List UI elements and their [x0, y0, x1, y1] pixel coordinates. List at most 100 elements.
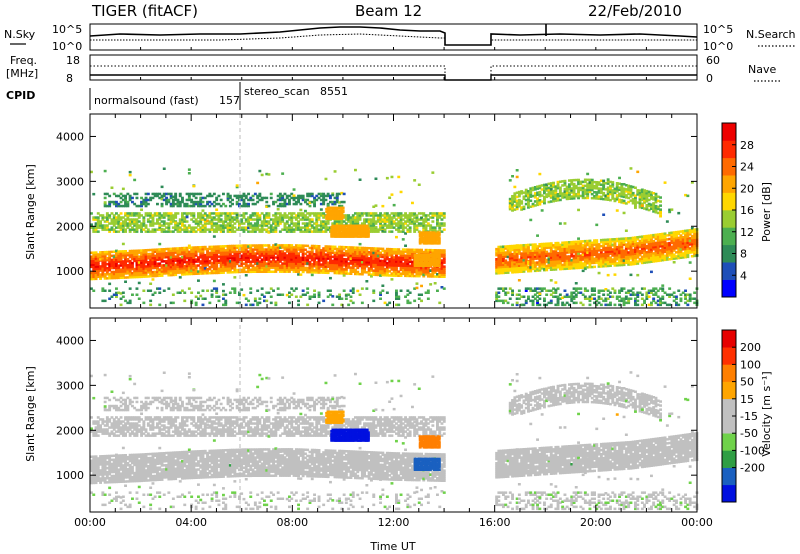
power-cell [374, 273, 378, 277]
power-cell [586, 178, 590, 182]
power-cell [263, 260, 266, 263]
power-cell [283, 262, 287, 265]
power-cell [322, 269, 326, 272]
power-cell [215, 295, 219, 298]
power-cell [545, 258, 549, 262]
power-cell [126, 260, 130, 263]
power-cell [269, 192, 273, 196]
power-cell [606, 248, 610, 251]
power-cell [240, 268, 244, 272]
power-cell [146, 261, 150, 264]
power-cell [115, 226, 118, 229]
power-cell [338, 204, 341, 208]
power-cell [267, 231, 271, 234]
power-cell [424, 216, 428, 219]
power-cell [144, 255, 148, 258]
power-cell [235, 254, 239, 258]
power-cell [579, 180, 583, 184]
power-cell [590, 293, 594, 296]
power-cell [508, 269, 512, 272]
power-cell [554, 248, 558, 251]
power-cell [367, 251, 371, 254]
power-cell [224, 255, 228, 258]
power-cell [103, 226, 107, 229]
power-cell [121, 220, 125, 223]
power-cell [160, 268, 164, 271]
power-cell [115, 293, 118, 296]
power-cell [290, 192, 294, 196]
power-cell [267, 250, 271, 253]
power-cell [372, 299, 376, 303]
power-cell [233, 289, 237, 292]
power-cell [194, 272, 198, 275]
power-cell [324, 228, 328, 231]
power-cell [115, 266, 118, 270]
power-cell [342, 268, 346, 271]
power-cell [96, 218, 100, 221]
power-cell [495, 260, 499, 263]
power-cell [110, 200, 114, 204]
power-cell [529, 269, 533, 273]
power-cell [593, 287, 596, 290]
power-cell [276, 246, 280, 249]
power-cell [529, 249, 533, 253]
power-cell [228, 222, 232, 225]
power-cell [379, 251, 382, 254]
power-cell [322, 198, 326, 202]
power-cell [517, 289, 521, 292]
power-cell [124, 224, 127, 227]
power-cell [219, 224, 223, 227]
power-cell [297, 200, 300, 204]
power-cell [372, 220, 376, 223]
power-cell [294, 252, 298, 255]
power-cell [251, 230, 255, 233]
power-cell [315, 265, 319, 268]
power-cell [112, 214, 116, 217]
power-cell [238, 198, 241, 202]
power-cell [540, 263, 544, 266]
power-cell [194, 252, 198, 255]
power-cell [192, 226, 196, 229]
power-cell [606, 260, 610, 264]
power-cell [522, 254, 526, 257]
power-cell [401, 266, 405, 269]
power-cell [233, 252, 237, 256]
power-cell [140, 230, 143, 233]
power-cell [263, 196, 266, 200]
power-cell [572, 301, 576, 305]
power-cell [385, 303, 389, 307]
power-cell [108, 194, 112, 198]
power-cell [272, 258, 275, 261]
power-cell [593, 301, 596, 305]
power-cell [210, 247, 214, 251]
power-cell [242, 194, 246, 198]
power-cell [256, 220, 260, 223]
power-cell [253, 222, 257, 225]
power-cell [413, 270, 417, 274]
power-cell [242, 202, 246, 206]
power-cell [231, 202, 234, 206]
power-cell [233, 248, 237, 252]
power-cell [520, 206, 524, 209]
power-cell [370, 249, 373, 252]
power-cell [609, 238, 612, 241]
power-cell [242, 198, 246, 202]
power-cell [495, 251, 499, 255]
power-cell [313, 204, 316, 208]
power-cell [249, 252, 253, 255]
power-cell [326, 202, 330, 206]
power-cell [210, 194, 214, 198]
power-cell [408, 301, 412, 305]
power-cell [527, 202, 530, 205]
power-cell [606, 240, 610, 243]
power-cell [609, 260, 612, 263]
power-cell [383, 228, 387, 231]
power-cell [105, 258, 109, 262]
power-cell [169, 271, 173, 275]
power-cell [269, 250, 273, 253]
power-cell [545, 264, 549, 268]
power-cell [372, 226, 376, 229]
power-cell [570, 181, 574, 184]
power-cell [426, 289, 430, 292]
power-cell [233, 291, 237, 294]
